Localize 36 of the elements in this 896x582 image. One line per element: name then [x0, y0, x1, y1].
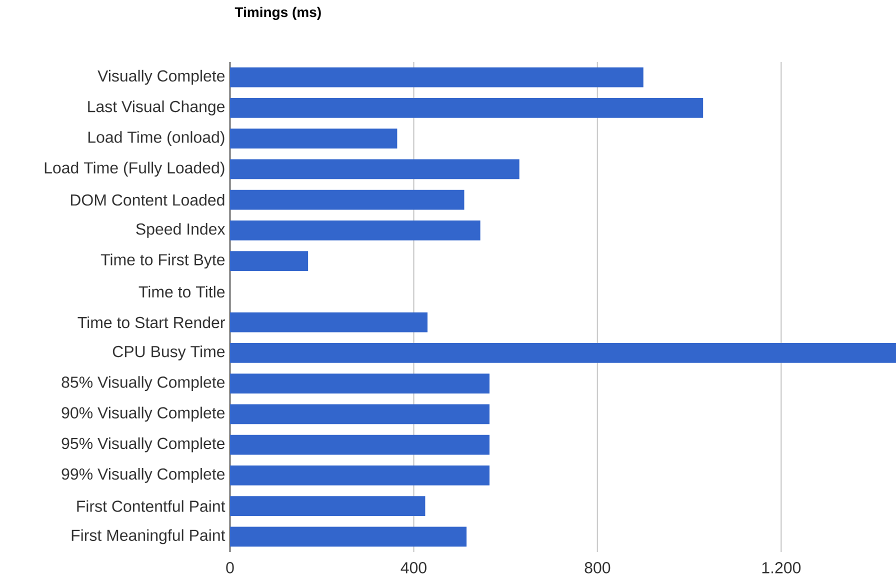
y-tick-label: 99% Visually Complete: [62, 468, 225, 483]
bar: [230, 342, 896, 363]
bar: [230, 251, 308, 272]
bar: [230, 465, 490, 486]
bar: [230, 67, 644, 88]
y-tick-label: Time to First Byte: [100, 254, 225, 269]
chart-title: Timings (ms): [234, 6, 321, 20]
y-tick-label: 85% Visually Complete: [62, 376, 225, 392]
y-tick-label: 95% Visually Complete: [62, 437, 225, 452]
bar: [230, 374, 490, 394]
y-tick-label: Last Visual Change: [88, 100, 225, 116]
y-tick-label: Load Time (Fully Loaded): [44, 162, 224, 177]
bar: [230, 434, 490, 455]
bar: [230, 526, 467, 547]
y-tick-label: CPU Busy Time: [112, 345, 225, 360]
bar: [230, 98, 704, 118]
bar: [230, 159, 520, 180]
y-tick-label: First Meaningful Paint: [72, 529, 226, 544]
bar: [230, 220, 480, 240]
y-tick-label: Time to Start Render: [78, 316, 225, 328]
y-tick-label: First Contentful Paint: [77, 500, 226, 512]
y-tick-label: Load Time (onload): [88, 131, 224, 146]
x-tick-label: 1.200: [762, 562, 801, 574]
y-tick-label: Speed Index: [136, 222, 226, 238]
x-tick-label: 400: [400, 562, 426, 574]
bar: [230, 312, 428, 332]
y-tick-label: 90% Visually Complete: [62, 406, 225, 422]
y-tick-label: DOM Content Loaded: [70, 194, 224, 206]
x-tick-label: 0: [226, 562, 234, 574]
bar: [230, 496, 426, 516]
bar: [230, 190, 464, 210]
x-tick-label: 800: [584, 562, 610, 574]
bar: [230, 128, 398, 149]
bar: [230, 404, 490, 424]
y-tick-label: Time to Title: [138, 286, 225, 298]
y-tick-label: Visually Complete: [98, 70, 225, 85]
